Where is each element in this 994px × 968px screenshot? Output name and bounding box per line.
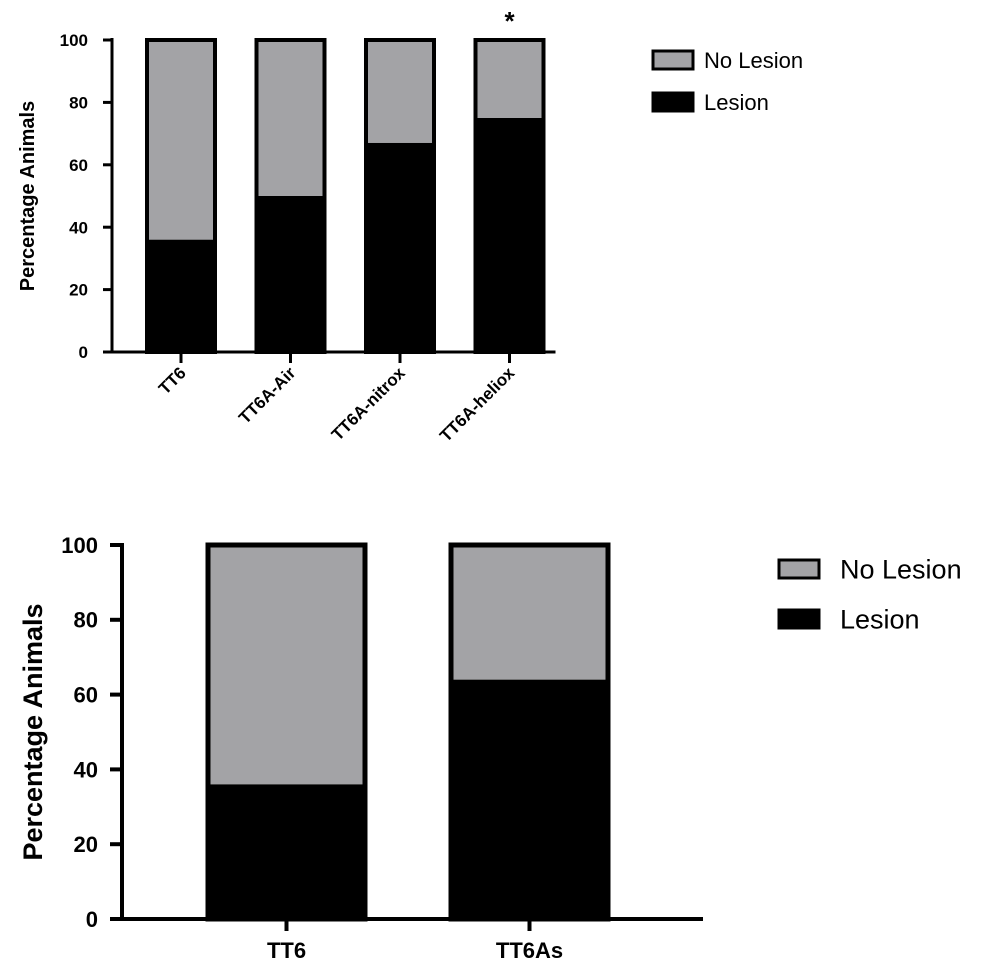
x-tick-label: TT6A-nitrox	[328, 363, 409, 444]
y-axis-title: Percentage Animals	[18, 603, 48, 860]
bar-lesion	[147, 239, 215, 352]
bar-lesion	[208, 784, 365, 919]
bar-lesion	[475, 118, 544, 352]
y-tick-label: 20	[69, 281, 88, 300]
x-tick-label: TT6A-heliox	[436, 363, 519, 446]
bar-no-lesion	[451, 545, 608, 680]
legend-swatch	[777, 608, 821, 630]
x-tick-label: TT6	[155, 363, 190, 398]
y-tick-label: 100	[61, 533, 98, 558]
y-tick-label: 60	[69, 156, 88, 175]
bar-no-lesion	[208, 545, 365, 785]
bar-no-lesion	[147, 40, 215, 240]
bar-lesion	[256, 196, 325, 352]
bar-no-lesion	[366, 40, 434, 143]
bar-lesion	[451, 679, 608, 919]
y-tick-label: 80	[69, 94, 88, 113]
x-tick-label: TT6	[267, 938, 306, 963]
y-tick-label: 60	[74, 683, 98, 708]
legend-label: No Lesion	[840, 555, 962, 585]
chart-1: 0 20 40 60 80 100 TT6 TT6A-Air TT6A-nitrox TT6A-h…	[17, 6, 803, 446]
y-tick-label: 40	[69, 218, 88, 237]
x-tick-label: TT6As	[496, 938, 563, 963]
bar-no-lesion	[475, 40, 544, 118]
legend-label: Lesion	[704, 90, 769, 115]
y-tick-label: 0	[86, 907, 98, 932]
legend-swatch	[651, 49, 695, 71]
significance-marker: *	[504, 6, 515, 36]
y-tick-label: 80	[74, 608, 98, 633]
y-axis-title: Percentage Animals	[17, 101, 39, 291]
y-tick-label: 40	[74, 757, 98, 782]
y-tick-label: 0	[79, 343, 88, 362]
y-tick-label: 20	[74, 832, 98, 857]
bar-no-lesion	[256, 40, 325, 196]
chart-2: 0 20 40 60 80 100 TT6 TT6As Percentage Animals No…	[18, 533, 962, 963]
y-tick-label: 100	[60, 31, 88, 50]
bar-lesion	[366, 142, 434, 352]
legend-label: No Lesion	[704, 48, 803, 73]
x-tick-label: TT6A-Air	[235, 363, 299, 427]
legend-label: Lesion	[840, 605, 920, 635]
legend-swatch	[777, 558, 821, 580]
legend-swatch	[651, 91, 695, 113]
